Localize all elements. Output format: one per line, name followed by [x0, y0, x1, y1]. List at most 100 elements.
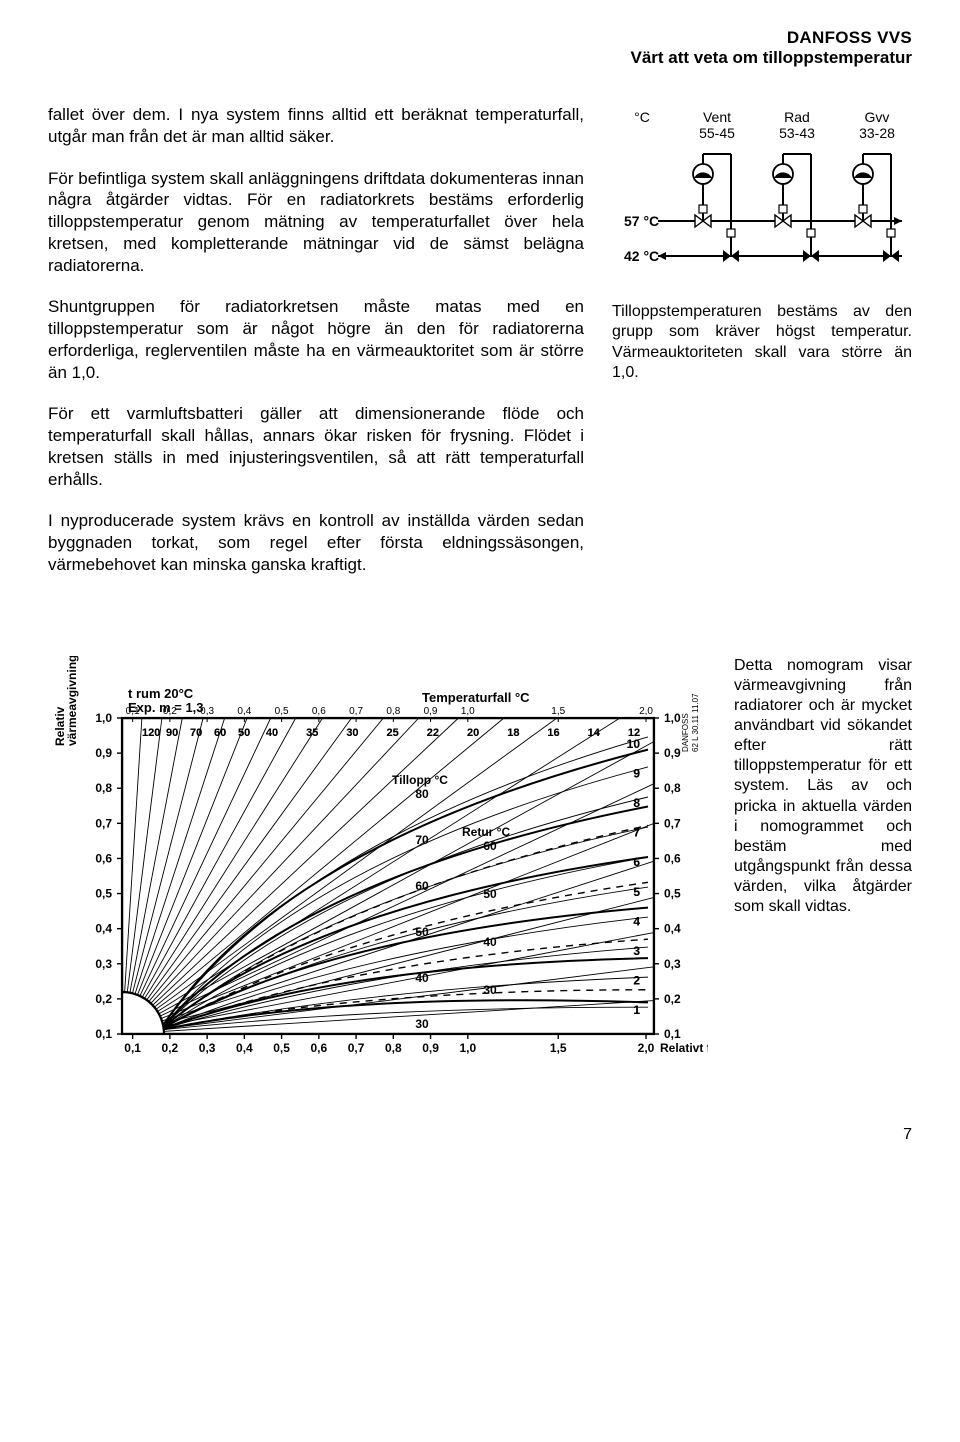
svg-text:42 °C: 42 °C — [624, 248, 659, 264]
svg-text:0,3: 0,3 — [199, 1041, 216, 1055]
header-subtitle: Värt att veta om tilloppstemperatur — [48, 48, 912, 68]
svg-text:20: 20 — [467, 727, 479, 739]
svg-text:60: 60 — [214, 727, 226, 739]
paragraph: Shuntgruppen för radiatorkretsen måste m… — [48, 296, 584, 383]
svg-text:60: 60 — [415, 879, 429, 893]
schematic-caption: Tilloppstemperaturen bestäms av den grup… — [612, 302, 912, 384]
svg-text:57 °C: 57 °C — [624, 213, 659, 229]
svg-text:55-45: 55-45 — [699, 125, 735, 141]
svg-text:12: 12 — [628, 727, 640, 739]
svg-text:120: 120 — [142, 727, 160, 739]
svg-text:°C: °C — [634, 109, 650, 125]
svg-text:0,4: 0,4 — [236, 1041, 253, 1055]
nomogram-wrap: Relativvärmeavgivningt rum 20°CExp. m = … — [48, 656, 716, 1086]
svg-text:4: 4 — [633, 914, 640, 928]
page-header: DANFOSS VVS Värt att veta om tilloppstem… — [48, 28, 912, 68]
svg-text:14: 14 — [588, 727, 601, 739]
svg-text:0,7: 0,7 — [95, 816, 112, 830]
svg-text:0,6: 0,6 — [664, 851, 681, 865]
svg-text:0,6: 0,6 — [95, 851, 112, 865]
svg-text:Temperaturfall °C: Temperaturfall °C — [422, 690, 530, 705]
svg-text:6: 6 — [633, 855, 640, 869]
lower-section: Relativvärmeavgivningt rum 20°CExp. m = … — [48, 656, 912, 1086]
paragraph: För befintliga system skall anläggningen… — [48, 168, 584, 277]
svg-text:0,3: 0,3 — [95, 956, 112, 970]
svg-text:0,1: 0,1 — [95, 1027, 112, 1041]
svg-text:0,4: 0,4 — [237, 706, 251, 717]
svg-text:Tillopp °C: Tillopp °C — [392, 773, 448, 787]
svg-text:40: 40 — [266, 727, 278, 739]
svg-text:18: 18 — [507, 727, 519, 739]
svg-text:0,1: 0,1 — [664, 1027, 681, 1041]
svg-text:0,4: 0,4 — [95, 921, 112, 935]
upper-columns: fallet över dem. I nya system finns allt… — [48, 104, 912, 596]
svg-text:8: 8 — [633, 796, 640, 810]
svg-text:90: 90 — [166, 727, 178, 739]
paragraph: För ett varmluftsbatteri gäller att dime… — [48, 403, 584, 490]
svg-text:0,9: 0,9 — [422, 1041, 439, 1055]
nomogram-chart: Relativvärmeavgivningt rum 20°CExp. m = … — [48, 656, 708, 1086]
svg-text:30: 30 — [415, 1017, 429, 1031]
svg-text:40: 40 — [483, 935, 497, 949]
svg-text:70: 70 — [415, 833, 429, 847]
svg-text:0,5: 0,5 — [95, 886, 112, 900]
svg-text:Rad: Rad — [784, 109, 810, 125]
svg-text:5: 5 — [633, 884, 640, 898]
svg-text:0,9: 0,9 — [95, 746, 112, 760]
svg-text:1: 1 — [633, 1003, 640, 1017]
svg-text:50: 50 — [238, 727, 250, 739]
svg-text:0,8: 0,8 — [664, 781, 681, 795]
svg-text:0,1: 0,1 — [124, 1041, 141, 1055]
svg-text:0,5: 0,5 — [664, 886, 681, 900]
svg-text:0,7: 0,7 — [348, 1041, 365, 1055]
svg-text:22: 22 — [427, 727, 439, 739]
page-number: 7 — [48, 1126, 912, 1144]
page: DANFOSS VVS Värt att veta om tilloppstem… — [0, 0, 960, 1192]
svg-text:1,0: 1,0 — [664, 711, 681, 725]
svg-text:40: 40 — [415, 971, 429, 985]
svg-text:värmeavgivning: värmeavgivning — [65, 656, 79, 746]
nomogram-note: Detta nomogram visar värmeavgivning från… — [734, 656, 912, 1086]
paragraph: I nyproducerade system krävs en kontroll… — [48, 510, 584, 575]
svg-text:Vent: Vent — [703, 109, 731, 125]
svg-text:Relativt flöde: Relativt flöde — [660, 1041, 708, 1055]
svg-text:0,2: 0,2 — [162, 1041, 179, 1055]
svg-text:0,9: 0,9 — [424, 706, 438, 717]
svg-text:Exp. m = 1,3: Exp. m = 1,3 — [128, 700, 204, 715]
svg-text:0,4: 0,4 — [664, 921, 681, 935]
svg-text:53-43: 53-43 — [779, 125, 815, 141]
svg-text:1,0: 1,0 — [461, 706, 475, 717]
svg-text:2,0: 2,0 — [639, 706, 653, 717]
svg-text:1,5: 1,5 — [550, 1041, 567, 1055]
svg-text:DANFOSS: DANFOSS — [681, 713, 690, 752]
svg-text:30: 30 — [346, 727, 358, 739]
svg-text:Gvv: Gvv — [865, 109, 890, 125]
body-text-column: fallet över dem. I nya system finns allt… — [48, 104, 584, 596]
svg-text:50: 50 — [483, 887, 497, 901]
svg-text:16: 16 — [547, 727, 559, 739]
svg-text:2,0: 2,0 — [638, 1041, 655, 1055]
svg-text:0,8: 0,8 — [385, 1041, 402, 1055]
svg-text:60: 60 — [483, 839, 497, 853]
svg-text:0,3: 0,3 — [664, 956, 681, 970]
svg-text:70: 70 — [190, 727, 202, 739]
svg-text:Retur °C: Retur °C — [462, 825, 510, 839]
svg-text:1,0: 1,0 — [95, 711, 112, 725]
svg-text:0,2: 0,2 — [95, 991, 112, 1005]
svg-text:0,5: 0,5 — [275, 706, 289, 717]
svg-text:9: 9 — [633, 766, 640, 780]
svg-text:50: 50 — [415, 925, 429, 939]
header-brand: DANFOSS VVS — [48, 28, 912, 48]
system-schematic: °CVent55-45Rad53-43Gvv33-2857 °C42 °C — [612, 104, 912, 294]
schematic-column: °CVent55-45Rad53-43Gvv33-2857 °C42 °C Ti… — [612, 104, 912, 596]
svg-text:62 L 30.11 11.07: 62 L 30.11 11.07 — [691, 692, 700, 751]
svg-text:0,6: 0,6 — [312, 706, 326, 717]
svg-text:35: 35 — [306, 727, 318, 739]
svg-text:0,6: 0,6 — [310, 1041, 327, 1055]
svg-text:30: 30 — [483, 983, 497, 997]
svg-text:0,7: 0,7 — [349, 706, 363, 717]
svg-text:0,9: 0,9 — [664, 746, 681, 760]
svg-text:0,2: 0,2 — [664, 991, 681, 1005]
svg-text:7: 7 — [633, 825, 640, 839]
svg-text:10: 10 — [627, 737, 641, 751]
